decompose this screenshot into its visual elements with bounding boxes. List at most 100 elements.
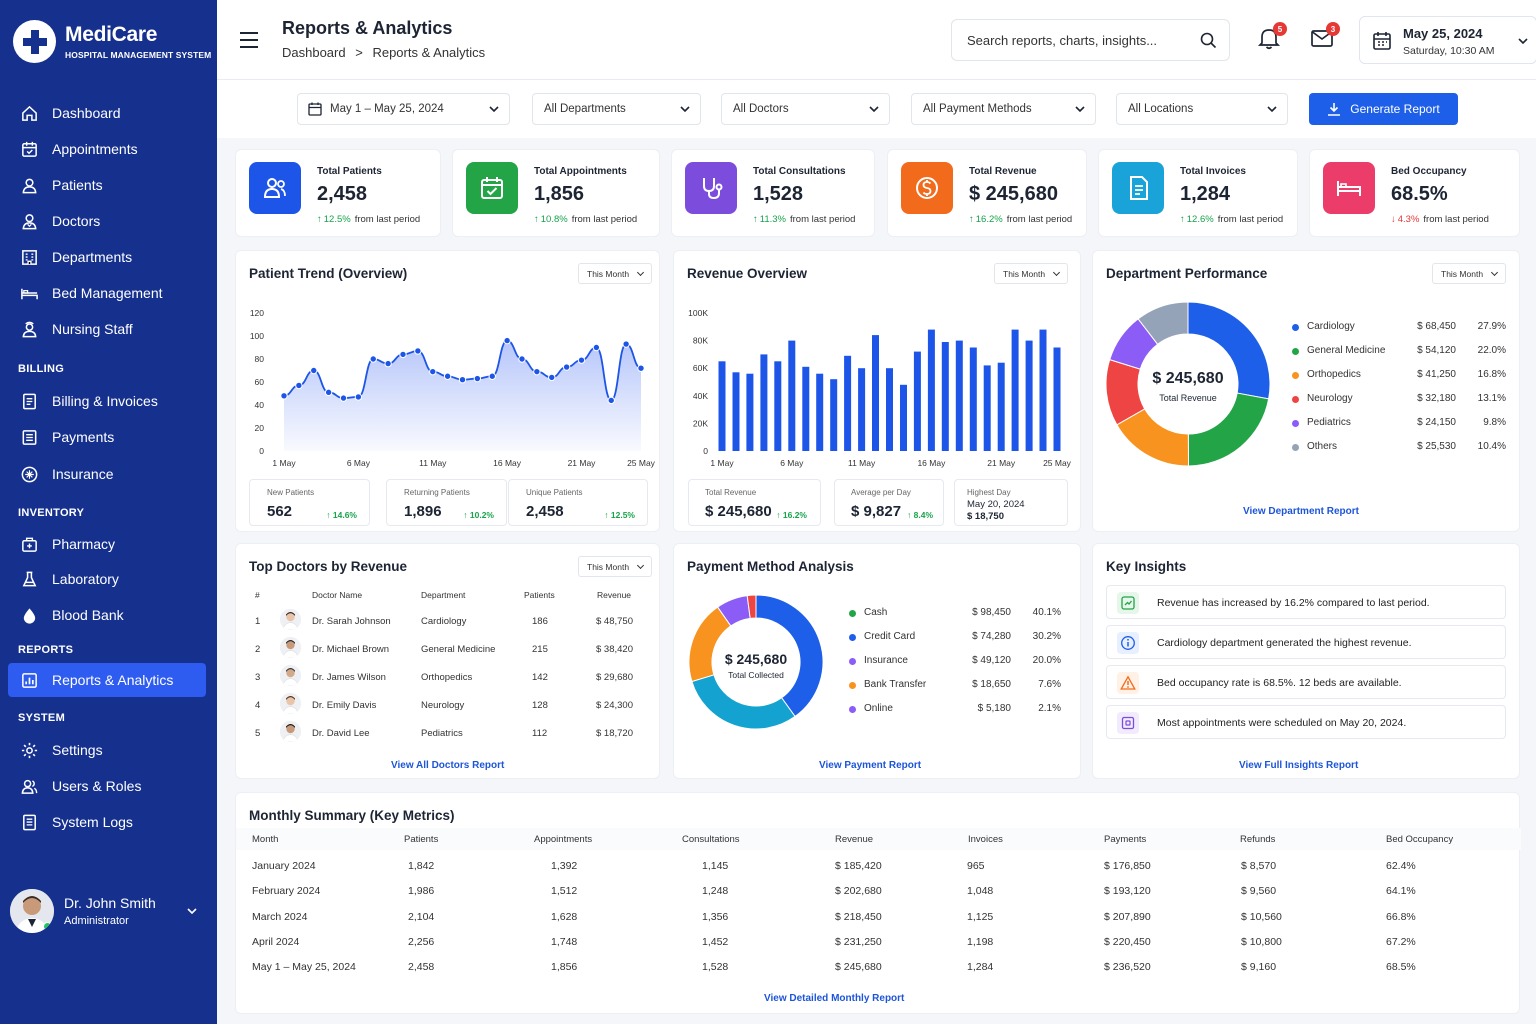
sidebar-item-patients[interactable]: Patients (8, 168, 206, 202)
view-department-report-link[interactable]: View Department Report (1243, 506, 1359, 517)
view-monthly-report-link[interactable]: View Detailed Monthly Report (764, 993, 905, 1004)
legend-amount: $ 5,180 (977, 703, 1011, 714)
search-input[interactable]: Search reports, charts, insights... (951, 19, 1230, 61)
patient-trend-card: Patient Trend (Overview) This Month 0 20 4… (235, 250, 660, 532)
sidebar-item-appointments[interactable]: Appointments (8, 132, 206, 166)
table-cell: $ 176,850 (1104, 860, 1151, 872)
stat-card-total-patients[interactable]: Total Patients 2,458 ↑ 12.5% from last perio… (235, 149, 441, 237)
table-row[interactable]: 3 Dr. James Wilson Orthopedics 142 $ 29,680 (249, 663, 645, 691)
sidebar-item-users-roles[interactable]: Users & Roles (8, 769, 206, 803)
insight-item[interactable]: Most appointments were scheduled on May … (1106, 705, 1506, 739)
table-row[interactable]: May 1 – May 25, 2024 2,458 1,856 1,528 $ 245… (236, 957, 1521, 979)
sidebar-item-pharmacy[interactable]: Pharmacy (8, 527, 206, 561)
top-doctors-period-dropdown[interactable]: This Month (578, 556, 653, 577)
department-legend-item: Cardiology $ 68,450 27.9% (1292, 321, 1506, 335)
table-row[interactable]: March 2024 2,104 1,628 1,356 $ 218,450 1,125 $… (236, 907, 1521, 929)
sidebar-item-blood-bank[interactable]: Blood Bank (8, 598, 206, 632)
mini-stat: Unique Patients 2,458 ↑ 12.5% (508, 479, 648, 526)
brand[interactable]: MediCare HOSPITAL MANAGEMENT SYSTEM (13, 20, 211, 63)
legend-label: Bank Transfer (864, 679, 927, 690)
user-menu[interactable]: Dr. John Smith Administrator (10, 886, 206, 936)
sidebar-item-reports-analytics[interactable]: Reports & Analytics (8, 663, 206, 697)
stat-delta: ↓ 4.3% from last period (1391, 214, 1489, 225)
table-row[interactable]: January 2024 1,842 1,392 1,145 $ 185,420 965 $… (236, 856, 1521, 878)
legend-dot (849, 658, 856, 665)
monthly-summary-card: Monthly Summary (Key Metrics) Month Patie… (235, 792, 1521, 1014)
insight-item[interactable]: Revenue has increased by 16.2% compared … (1106, 585, 1506, 619)
legend-amount: $ 54,120 (1417, 345, 1456, 356)
sidebar-item-nursing-staff[interactable]: Nursing Staff (8, 312, 206, 346)
sidebar-item-laboratory[interactable]: Laboratory (8, 562, 206, 596)
doctor-department: General Medicine (421, 644, 496, 655)
view-all-doctors-link[interactable]: View All Doctors Report (391, 760, 505, 771)
stat-card-total-consultations[interactable]: Total Consultations 1,528 ↑ 11.3% from last … (671, 149, 875, 237)
legend-percent: 22.0% (1477, 345, 1506, 356)
table-cell: 2,256 (408, 935, 435, 948)
column-header: Appointments (534, 834, 593, 845)
department-performance-title: Department Performance (1106, 266, 1268, 281)
trend-point (488, 372, 496, 380)
table-cell: 1,392 (551, 860, 578, 872)
table-row[interactable]: 1 Dr. Sarah Johnson Cardiology 186 $ 48,750 (249, 607, 645, 635)
menu-icon[interactable] (239, 31, 259, 49)
monthly-summary-title: Monthly Summary (Key Metrics) (249, 808, 455, 823)
arrow-up-icon: ↑ (776, 510, 783, 520)
notifications-button[interactable]: 5 (1257, 22, 1287, 52)
table-cell: $ 193,120 (1104, 885, 1151, 898)
chevron-down-icon (869, 106, 879, 113)
sidebar-item-insurance[interactable]: Insurance (8, 457, 206, 491)
sidebar-item-bed-management[interactable]: Bed Management (8, 276, 206, 310)
table-cell: 68.5% (1386, 961, 1416, 974)
stat-card-total-appointments[interactable]: Total Appointments 1,856 ↑ 10.8% from last p… (452, 149, 660, 237)
department-total-label: Total Revenue (1159, 393, 1217, 403)
doctor-filter[interactable]: All Doctors (721, 93, 890, 125)
sidebar-item-settings[interactable]: Settings (8, 733, 206, 767)
table-cell: 2,458 (408, 961, 435, 974)
logo-cross-icon (13, 20, 56, 63)
stat-card-total-revenue[interactable]: Total Revenue $ 245,680 ↑ 16.2% from last pe… (887, 149, 1087, 237)
sidebar-item-departments[interactable]: Departments (8, 240, 206, 274)
table-row[interactable]: 2 Dr. Michael Brown General Medicine 215 $ 3… (249, 635, 645, 663)
insight-item[interactable]: Cardiology department generated the high… (1106, 625, 1506, 659)
department-period-dropdown[interactable]: This Month (1432, 263, 1507, 284)
invoice-icon (23, 393, 36, 409)
patient-trend-period-dropdown[interactable]: This Month (578, 263, 653, 284)
legend-amount: $ 68,450 (1417, 321, 1456, 332)
view-insights-link[interactable]: View Full Insights Report (1239, 760, 1359, 771)
trend-point (592, 343, 601, 352)
table-row[interactable]: April 2024 2,256 1,748 1,452 $ 231,250 1,198 $… (236, 932, 1521, 954)
table-row[interactable]: 4 Dr. Emily Davis Neurology 128 $ 24,300 (249, 691, 645, 719)
department-legend-item: Orthopedics $ 41,250 16.8% (1292, 369, 1506, 383)
insight-item[interactable]: Bed occupancy rate is 68.5%. 12 beds are… (1106, 665, 1506, 699)
messages-button[interactable]: 3 (1310, 22, 1340, 52)
legend-dot (849, 682, 856, 689)
payment-method-filter[interactable]: All Payment Methods (911, 93, 1096, 125)
table-row[interactable]: 5 Dr. David Lee Pediatrics 112 $ 18,720 (249, 719, 645, 747)
arrow-up-icon: ↑ (753, 214, 758, 225)
revenue-bar (1025, 340, 1033, 451)
sidebar-item-payments[interactable]: Payments (8, 420, 206, 454)
trend-point (310, 366, 318, 375)
generate-report-button[interactable]: Generate Report (1309, 93, 1458, 125)
sidebar-item-doctors[interactable]: Doctors (8, 204, 206, 238)
stat-value: $ 245,680 (969, 183, 1058, 205)
sidebar-item-dashboard[interactable]: Dashboard (8, 96, 206, 130)
table-cell: $ 8,570 (1241, 860, 1277, 872)
search-icon[interactable] (1200, 32, 1217, 49)
insight-text: Most appointments were scheduled on May … (1157, 717, 1407, 729)
legend-label: Credit Card (864, 631, 916, 642)
breadcrumb-dashboard[interactable]: Dashboard (282, 45, 346, 60)
stat-card-bed-occupancy[interactable]: Bed Occupancy 68.5% ↓ 4.3% from last period (1309, 149, 1520, 237)
date-selector[interactable]: May 25, 2024 Saturday, 10:30 AM (1359, 16, 1536, 64)
location-filter[interactable]: All Locations (1116, 93, 1288, 125)
table-row[interactable]: February 2024 1,986 1,512 1,248 $ 202,680 1,0… (236, 881, 1521, 903)
department-filter[interactable]: All Departments (532, 93, 701, 125)
sidebar-item-billing-invoices[interactable]: Billing & Invoices (8, 384, 206, 418)
sidebar-item-system-logs[interactable]: System Logs (8, 805, 206, 839)
table-cell: 965 (967, 860, 985, 872)
view-payment-report-link[interactable]: View Payment Report (819, 760, 922, 771)
y-tick-label: 0 (259, 446, 264, 456)
date-range-filter[interactable]: May 1 – May 25, 2024 (297, 93, 510, 125)
stat-card-total-invoices[interactable]: Total Invoices 1,284 ↑ 12.6% from last perio… (1098, 149, 1298, 237)
revenue-period-dropdown[interactable]: This Month (994, 263, 1069, 284)
